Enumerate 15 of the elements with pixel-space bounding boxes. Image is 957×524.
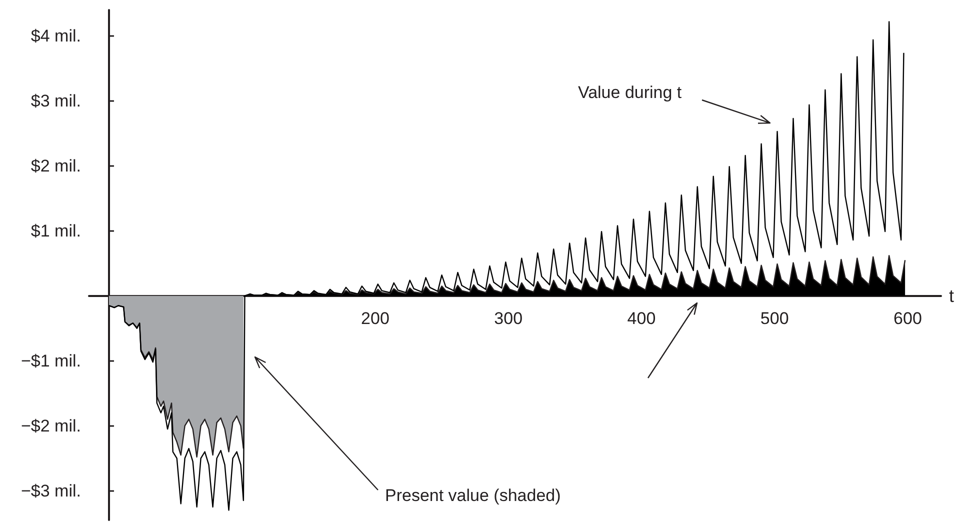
y-tick-label: $4 mil. — [30, 26, 81, 46]
y-tick-label: −$3 mil. — [20, 481, 81, 500]
y-tick-label: $1 mil. — [30, 221, 81, 240]
x-tick-label: 600 — [894, 308, 922, 328]
x-tick-label: 300 — [494, 308, 523, 328]
x-axis-title: t — [949, 286, 954, 306]
y-tick-label: $3 mil. — [30, 91, 81, 110]
x-tick-label: 500 — [760, 308, 789, 328]
y-tick-label: −$2 mil. — [20, 416, 81, 436]
y-tick-label: −$1 mil. — [20, 351, 81, 370]
y-tick-label: $2 mil. — [30, 156, 81, 176]
x-tick-label: 200 — [361, 308, 390, 328]
annotation: Value during t — [578, 83, 682, 103]
x-tick-label: 400 — [627, 308, 656, 328]
annotation: Present value (shaded) — [385, 486, 561, 506]
